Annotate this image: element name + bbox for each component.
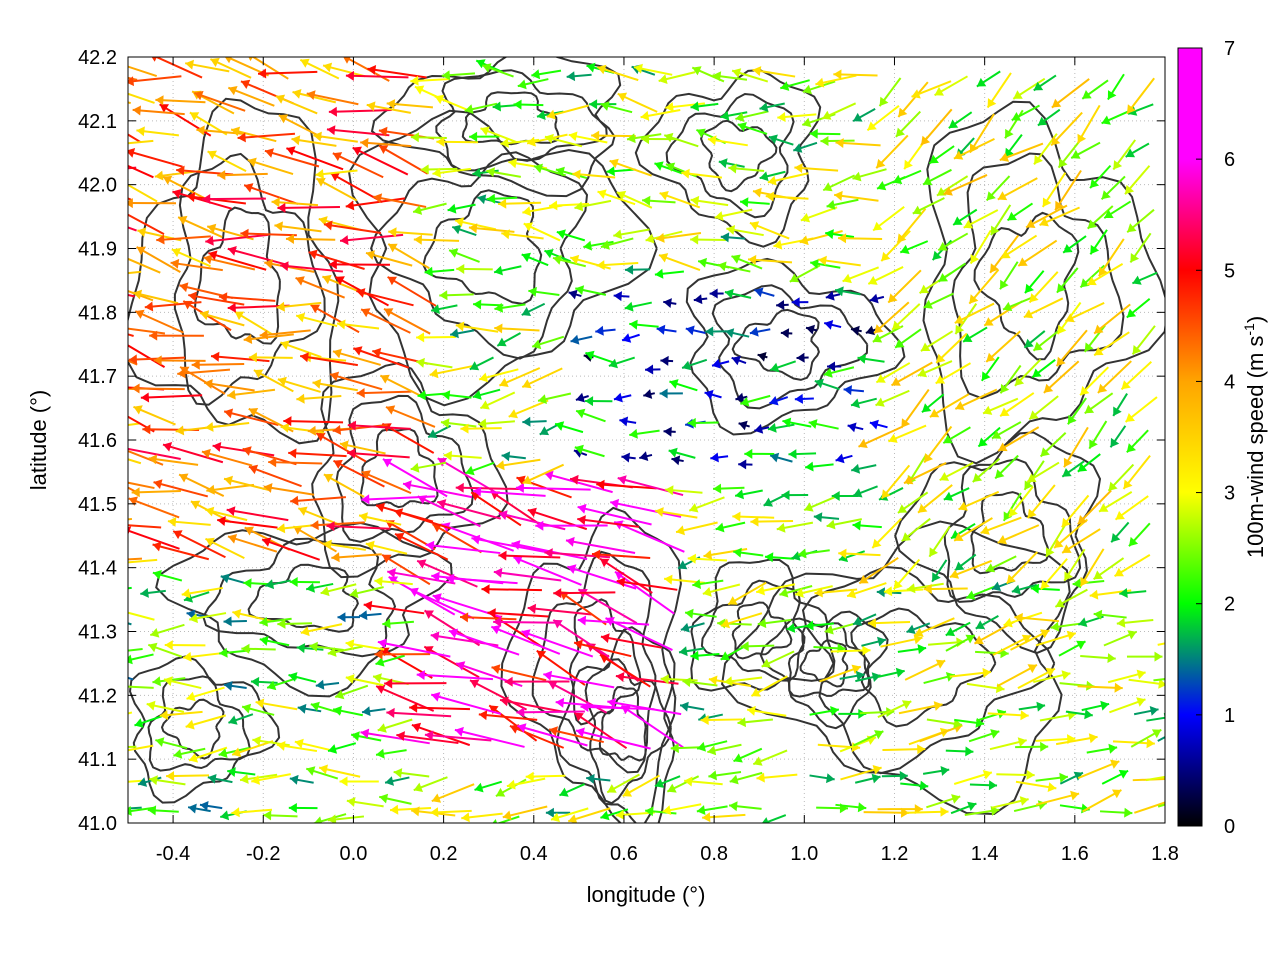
wind-vector-shaft <box>103 588 131 590</box>
wind-vector-head <box>112 670 121 679</box>
wind-vector-head <box>103 402 112 411</box>
colorbar-label: 100m-wind speed (m s-1) <box>1241 316 1268 558</box>
y-tick-label: 42.0 <box>78 175 117 197</box>
x-tick-label: 1.6 <box>1061 843 1089 865</box>
wind-vector-head <box>85 88 94 98</box>
colorbar-tick-label: 6 <box>1224 149 1235 171</box>
wind-vector-head <box>118 444 127 454</box>
y-axis-label: latitude (°) <box>26 390 51 491</box>
x-tick-label: 1.4 <box>971 843 999 865</box>
y-tick-label: 41.3 <box>78 622 117 644</box>
wind-vector-head <box>111 647 120 657</box>
wind-vector-shaft <box>553 592 615 593</box>
x-tick-label: 0.0 <box>340 843 368 865</box>
wind-vector-shaft <box>481 589 541 590</box>
x-tick-label: 1.0 <box>790 843 818 865</box>
wind-vector-head <box>120 180 129 189</box>
y-tick-label: 41.4 <box>78 558 117 580</box>
wind-vector-shaft <box>132 388 185 389</box>
colorbar <box>1178 48 1202 826</box>
y-tick-label: 41.5 <box>78 494 117 516</box>
wind-vector-shaft <box>277 207 340 208</box>
wind-vector-head <box>77 207 86 216</box>
colorbar-tick-label: 1 <box>1224 705 1235 727</box>
wind-vector-head <box>119 682 127 692</box>
x-tick-label: 0.4 <box>520 843 548 865</box>
y-tick-label: 41.2 <box>78 685 117 707</box>
wind-vector-head <box>1170 774 1178 784</box>
wind-vector-shaft <box>85 90 131 103</box>
y-tick-label: 41.8 <box>78 302 117 324</box>
wind-vector-head <box>116 252 125 261</box>
wind-vector-head <box>74 281 83 291</box>
x-tick-label: 1.2 <box>881 843 909 865</box>
y-tick-label: 41.0 <box>78 813 117 835</box>
x-tick-label: 0.8 <box>700 843 728 865</box>
y-tick-label: 41.6 <box>78 430 117 452</box>
wind-vector-head <box>103 474 112 484</box>
wind-vector-shaft <box>516 711 585 712</box>
wind-vector-head <box>103 778 111 788</box>
y-tick-label: 41.1 <box>78 749 117 771</box>
wind-vector-head <box>91 467 100 476</box>
colorbar-tick-label: 2 <box>1224 594 1235 616</box>
wind-vector-shaft <box>74 168 137 173</box>
wind-vector-head <box>83 519 92 529</box>
wind-vector-shaft <box>94 712 132 722</box>
wind-vector-head <box>110 139 118 149</box>
wind-vector-shaft <box>83 519 132 525</box>
y-tick-label: 42.2 <box>78 47 117 69</box>
x-axis-label: longitude (°) <box>587 882 706 907</box>
wind-vector-shaft <box>456 488 520 489</box>
x-tick-label: 0.2 <box>430 843 458 865</box>
wind-vector-head <box>1168 796 1177 806</box>
x-tick-label: -0.2 <box>246 843 280 865</box>
colorbar-tick-label: 3 <box>1224 483 1235 505</box>
x-tick-label: 1.8 <box>1151 843 1179 865</box>
wind-vector-shaft <box>100 747 136 748</box>
wind-vector-head <box>107 281 116 290</box>
wind-vector-head <box>96 271 105 281</box>
x-tick-label: 0.6 <box>610 843 638 865</box>
y-tick-label: 41.9 <box>78 239 117 261</box>
y-tick-label: 41.7 <box>78 366 117 388</box>
wind-vector-shaft <box>74 284 135 296</box>
wind-vector-head <box>117 607 126 617</box>
wind-vector-head <box>88 342 97 351</box>
wind-vector-head <box>94 716 103 726</box>
wind-vector-head <box>104 519 112 529</box>
wind-vector-head <box>114 87 123 97</box>
colorbar-tick-label: 0 <box>1224 816 1235 838</box>
wind-vector-head <box>98 151 107 160</box>
wind-vector-head <box>117 804 125 814</box>
x-tick-label: -0.4 <box>156 843 190 865</box>
wind-vector-head <box>103 585 111 595</box>
colorbar-tick-label: 7 <box>1224 38 1235 60</box>
colorbar-tick-label: 5 <box>1224 260 1235 282</box>
colorbar-tick-label: 4 <box>1224 371 1235 393</box>
wind-vector-head <box>113 206 122 215</box>
wind-vector-shaft <box>493 622 561 623</box>
wind-vector-head <box>113 336 123 345</box>
y-tick-label: 42.1 <box>78 111 117 133</box>
